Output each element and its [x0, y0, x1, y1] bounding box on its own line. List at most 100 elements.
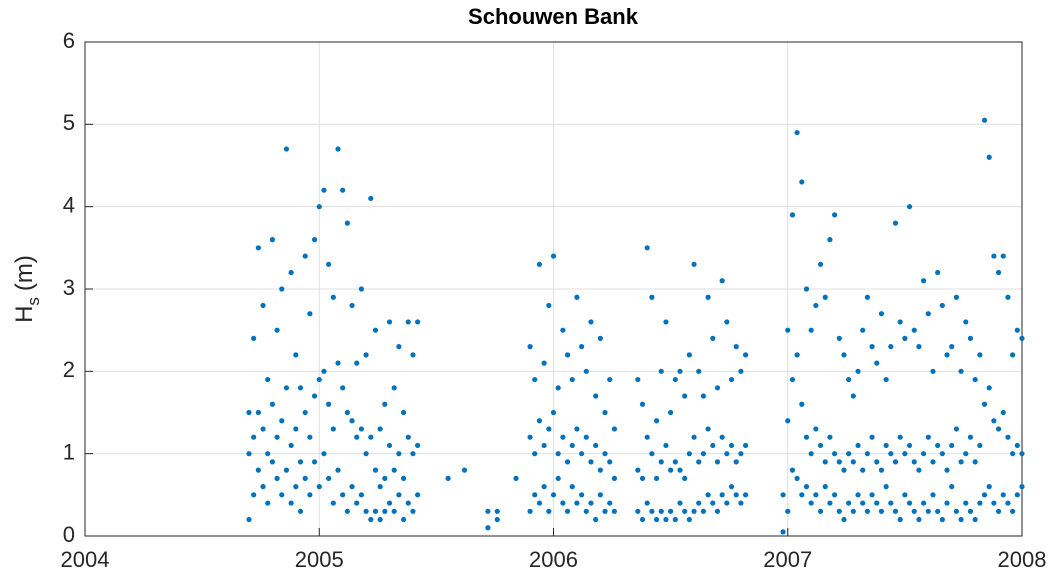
data-point [340, 492, 346, 498]
data-point [892, 459, 899, 465]
data-point [710, 335, 716, 341]
data-point [316, 204, 322, 210]
data-point [410, 451, 416, 457]
data-point [283, 146, 290, 152]
data-point [700, 508, 707, 514]
data-point [921, 500, 927, 506]
data-point [874, 500, 880, 506]
data-point [672, 459, 678, 465]
data-point [302, 409, 308, 416]
data-point [550, 492, 557, 498]
data-point [883, 484, 889, 490]
data-point [714, 459, 721, 465]
data-point [808, 451, 814, 457]
data-point [846, 500, 852, 506]
data-point [658, 459, 664, 465]
data-point [827, 434, 833, 440]
data-point [878, 311, 885, 317]
data-point [583, 368, 589, 374]
data-point [813, 302, 819, 309]
data-point [677, 368, 683, 374]
data-point [265, 376, 271, 383]
data-point [719, 492, 725, 498]
data-point [672, 376, 678, 383]
data-point [836, 335, 842, 341]
data-point [822, 484, 828, 490]
data-point [555, 475, 561, 481]
data-point [382, 401, 388, 407]
data-point [953, 426, 960, 432]
data-point [405, 500, 411, 506]
data-point [607, 500, 613, 506]
data-point [611, 508, 618, 514]
data-point [269, 401, 275, 407]
data-point [1010, 508, 1016, 514]
data-point [935, 269, 941, 276]
data-point [991, 253, 997, 259]
data-point [949, 344, 955, 350]
data-point [906, 204, 913, 210]
data-point [396, 451, 402, 457]
data-point [921, 451, 927, 457]
y-tick-label: 0 [63, 522, 75, 547]
y-label-main: H [11, 306, 38, 323]
data-point [326, 401, 332, 407]
data-point [963, 319, 969, 325]
data-point [386, 500, 393, 506]
data-point [316, 376, 322, 383]
y-label-unit: (m) [11, 255, 38, 291]
data-point [260, 302, 266, 309]
data-point [607, 459, 613, 465]
data-point [316, 484, 322, 490]
data-point [386, 319, 393, 325]
data-point [588, 500, 594, 506]
data-point [1014, 492, 1020, 498]
data-point [700, 393, 707, 399]
y-tick-label: 6 [63, 28, 75, 53]
data-point [653, 475, 660, 481]
data-point [930, 368, 936, 374]
data-point [494, 516, 500, 523]
data-point [827, 500, 833, 506]
data-point [799, 179, 805, 185]
data-point [860, 467, 866, 473]
x-tick-label: 2008 [998, 547, 1047, 572]
data-point [719, 434, 725, 440]
data-point [269, 237, 275, 243]
data-point [279, 286, 285, 292]
data-point [560, 500, 566, 506]
data-point [400, 516, 407, 523]
data-point [686, 352, 692, 358]
data-point [635, 508, 641, 514]
data-point [279, 418, 285, 424]
data-point [817, 261, 824, 267]
data-point [916, 516, 922, 523]
data-point [733, 459, 739, 465]
data-point [808, 500, 814, 506]
data-point [410, 508, 416, 514]
x-tick-label: 2007 [763, 547, 812, 572]
data-point [382, 508, 388, 514]
data-point [906, 500, 913, 506]
data-point [602, 409, 608, 416]
data-point [536, 418, 543, 424]
data-point [283, 467, 290, 473]
data-point [536, 500, 543, 506]
data-point [246, 451, 252, 457]
data-point [546, 426, 552, 432]
data-point [963, 451, 969, 457]
data-point [972, 376, 978, 383]
data-point [311, 459, 318, 465]
data-point [911, 508, 917, 514]
data-point [972, 516, 978, 523]
data-point [949, 484, 955, 490]
data-point [354, 360, 360, 366]
data-point [850, 393, 856, 399]
x-tick-label: 2004 [61, 547, 110, 572]
data-point [958, 459, 964, 465]
data-point [738, 451, 744, 457]
data-point [311, 393, 318, 399]
data-point [1019, 335, 1025, 341]
data-point [981, 492, 988, 498]
data-point [977, 352, 983, 358]
